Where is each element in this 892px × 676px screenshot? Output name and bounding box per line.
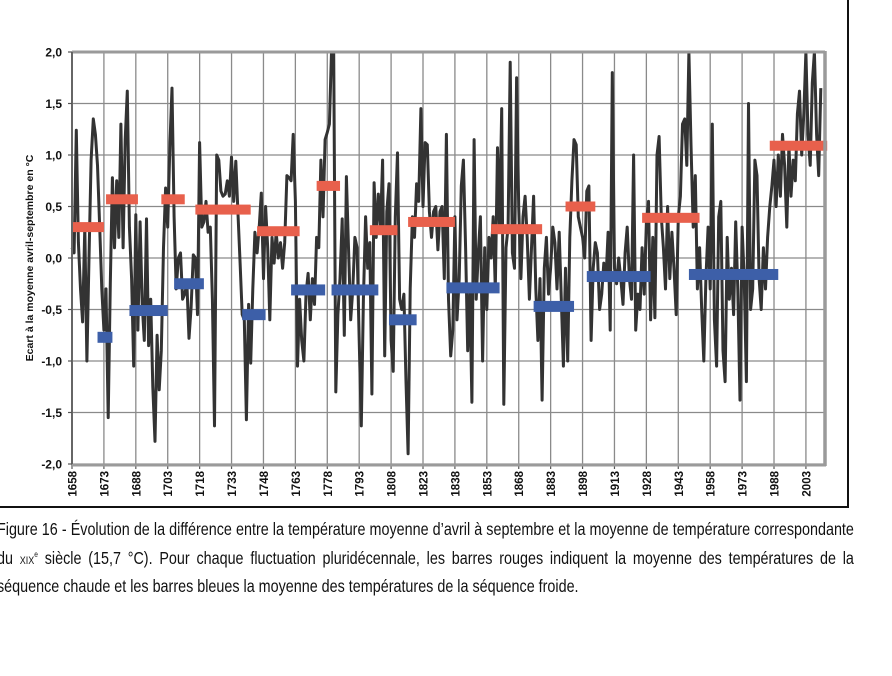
figure-caption: Figure 16 - Évolution de la différence e… (0, 517, 854, 599)
y-tick-label: 0,5 (45, 200, 62, 214)
warm-sequence-bar (72, 222, 104, 233)
x-tick-label: 1808 (387, 470, 399, 496)
x-tick-label: 1673 (99, 471, 111, 497)
warm-sequence-bar (316, 180, 341, 191)
x-tick-label: 1838 (450, 470, 462, 496)
caption-text-1: Figure 16 - Évolution de la différence e… (0, 519, 854, 568)
x-tick-label: 2003 (801, 471, 813, 497)
warm-sequence-bar (565, 201, 596, 212)
warm-sequence-bar (408, 216, 455, 227)
warm-sequence-bar (769, 140, 828, 151)
cold-sequence-bar (242, 309, 266, 321)
warm-sequence-bar (106, 194, 138, 205)
cold-sequence-bar (688, 268, 779, 280)
cold-sequence-bar (388, 314, 417, 326)
y-tick-label: 1,5 (45, 97, 62, 111)
y-tick-label: -2,0 (41, 458, 62, 472)
warm-sequence-bar (369, 225, 398, 236)
cold-sequence-bar (446, 282, 500, 294)
x-tick-label: 1883 (546, 471, 558, 497)
caption-text-2: siècle (15,7 °C). Pour chaque fluctuatio… (0, 547, 854, 596)
y-tick-label: -0,5 (41, 303, 62, 317)
warm-sequence-bar (161, 194, 185, 205)
y-tick-label: 1,0 (45, 149, 62, 163)
y-tick-labels: 2,0 1,5 1,0 0,5 0,0 -0,5 -1,0 -1,5 -2,0 (41, 46, 62, 472)
x-tick-label: 1973 (738, 471, 750, 497)
x-tick-label: 1988 (770, 470, 782, 496)
warm-sequence-bar (491, 224, 543, 235)
x-tick-label: 1763 (291, 471, 303, 497)
x-tick-label: 1778 (323, 470, 335, 496)
x-tick-label: 1658 (68, 470, 80, 496)
plot-frame (68, 50, 827, 467)
warm-sequence-bar (257, 226, 300, 237)
cold-sequence-bar (586, 271, 651, 283)
x-tick-label: 1958 (706, 470, 718, 496)
x-tick-label: 1943 (674, 471, 686, 497)
x-tick-label: 1748 (259, 470, 271, 496)
cold-sequence-bar (174, 278, 204, 290)
y-tick-label: -1,5 (41, 406, 62, 420)
x-tick-label: 1868 (514, 470, 526, 496)
x-tick-label: 1733 (227, 471, 239, 497)
x-tick-label: 1688 (131, 470, 143, 496)
x-tick-label: 1703 (163, 471, 175, 497)
y-tick-label: 2,0 (45, 46, 62, 60)
x-tick-labels: 1658 1673 1688 1703 1718 1733 1748 1763 1778 1793… (68, 470, 814, 496)
cold-sequence-bar (533, 300, 575, 312)
y-tick-label: 0,0 (45, 252, 62, 266)
x-tick-label: 1898 (578, 470, 590, 496)
cold-sequence-bar (331, 284, 379, 296)
figure-border-bottom (0, 506, 849, 508)
x-tick-label: 1928 (642, 470, 654, 496)
x-tick-label: 1718 (195, 470, 207, 496)
warm-sequence-bar (195, 204, 251, 215)
y-axis-label: Ecart à la moyenne avril-septembre en °C (24, 154, 36, 361)
caption-century: XIX (19, 554, 35, 567)
x-tick-label: 1913 (610, 471, 622, 497)
x-tick-label: 1793 (355, 471, 367, 497)
cold-sequence-bar (129, 305, 168, 317)
y-tick-label: -1,0 (41, 355, 62, 369)
sequence-bars (72, 140, 828, 343)
warm-sequence-bar (642, 212, 700, 223)
x-tick-label: 1823 (419, 471, 431, 497)
cold-sequence-bar (291, 284, 326, 296)
figure-border-right (847, 0, 849, 508)
cold-sequence-bar (97, 331, 113, 343)
x-tick-label: 1853 (482, 471, 494, 497)
caption-century-sup: e (34, 550, 38, 559)
